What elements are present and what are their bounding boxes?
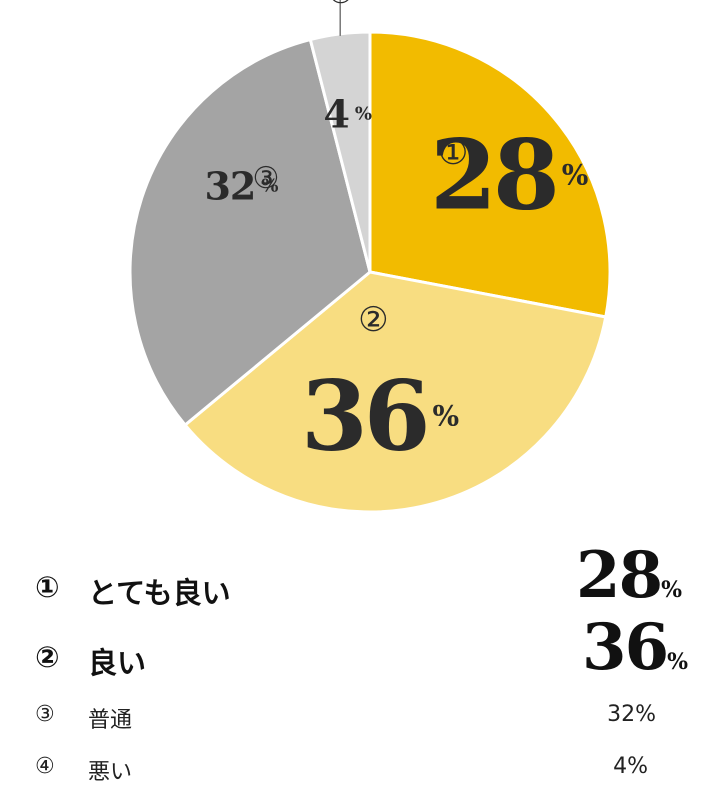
slice-value-2: 36% (301, 359, 459, 472)
legend-value-2-unit: % (667, 649, 688, 675)
slice-marker-1: ① (438, 133, 468, 173)
slice-marker-4: ④ (327, 0, 354, 11)
legend-label-1: とても良い (88, 576, 231, 610)
legend-row-1: ① とても良い 28% (0, 538, 722, 618)
slice-value-1: 28% (430, 118, 588, 231)
leader-line-4 (339, 0, 341, 36)
slice-marker-3: ③ (253, 161, 280, 196)
legend-label-2: 良い (88, 646, 147, 680)
legend-value-4: 4% (613, 754, 648, 779)
legend-row-2: ② 良い 36% (0, 610, 722, 692)
legend-value-3: 32% (607, 702, 656, 727)
legend-value-1-number: 28 (576, 538, 663, 613)
slice-marker-2: ② (358, 300, 388, 340)
legend-row-3: ③ 普通 32% (0, 702, 722, 733)
legend: ① とても良い 28% ② 良い 36% ③ 普通 32% ④ 悪い 4% (0, 530, 722, 785)
legend-marker-3: ③ (35, 702, 55, 727)
pie-slice-1 (368, 30, 612, 319)
pie-chart: ①28% ② 36% ③32% ④ 4% (128, 0, 612, 514)
pie-slice-2 (182, 270, 608, 514)
legend-value-1: 28% (576, 538, 682, 613)
pie-slice-3 (128, 37, 372, 428)
legend-value-2: 36% (582, 610, 688, 685)
legend-marker-1: ① (35, 570, 60, 604)
legend-label-3: 普通 (88, 708, 133, 733)
legend-value-2-number: 36 (582, 610, 669, 685)
slice-value-4: 4% (323, 91, 372, 136)
legend-marker-4: ④ (35, 754, 55, 779)
legend-value-1-unit: % (661, 577, 682, 603)
legend-label-4: 悪い (88, 760, 133, 785)
slice-value-3: 32% (204, 163, 278, 208)
pie-slices (128, 30, 612, 514)
legend-marker-2: ② (35, 640, 60, 674)
legend-row-4: ④ 悪い 4% (0, 754, 722, 785)
slice-labels: ①28% ② 36% ③32% ④ 4% (204, 0, 588, 472)
callout-leader-line (339, 0, 341, 36)
